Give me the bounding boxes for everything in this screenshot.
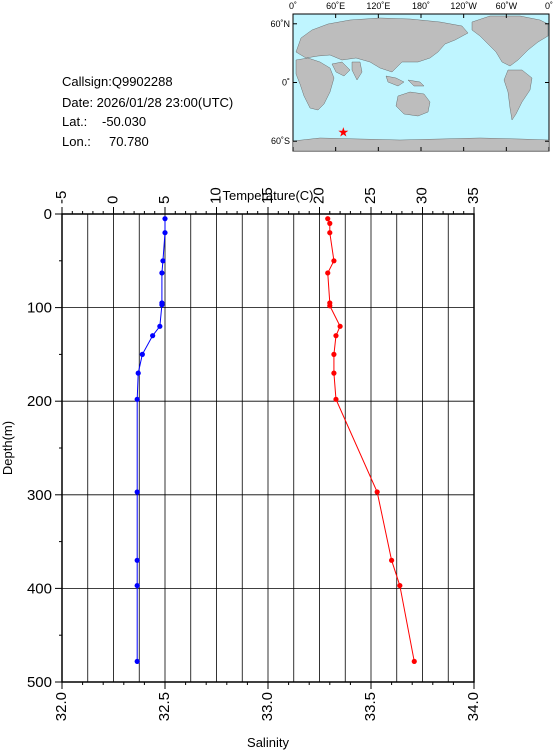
depth-tick-label: 500 [27,674,52,691]
temperature-tick-label: 25 [362,187,379,204]
salinity-tick-label: 33.0 [259,692,276,721]
lon-value: 70.780 [109,134,149,149]
data-point-temperature [139,351,145,357]
data-point-salinity [331,351,337,357]
data-point-temperature [160,258,166,264]
temperature-axis-title: Temperature(C) [222,188,313,203]
temperature-tick-label: 10 [207,187,224,204]
lat-value: -50.030 [102,114,146,129]
temperature-tick-labels: -5 0 5 10 15 20 25 30 35 [53,187,482,204]
series-line-salinity [327,218,415,662]
depth-tick-label: 200 [27,393,52,410]
plot-ticks [55,207,475,689]
data-point-temperature [135,370,141,376]
map-latitude-label: 60˚S [271,136,290,146]
data-point-temperature [134,396,140,402]
data-point-temperature [162,230,168,236]
data-point-temperature [134,582,140,589]
temperature-tick-label: 35 [465,187,482,204]
salinity-tick-label: 32.0 [53,692,70,721]
map-longitude-label: 60˚E [326,1,345,11]
data-point-temperature [134,489,140,495]
depth-tick-labels: 0 100 200 300 400 500 [27,206,52,691]
series-layer [134,216,417,665]
data-point-salinity [389,557,395,563]
data-point-salinity [325,270,331,276]
date-text: Date: 2026/01/28 23:00(UTC) [62,95,233,110]
temperature-tick-label: 5 [156,196,173,204]
data-point-temperature [162,216,168,222]
data-point-salinity [327,220,333,226]
salinity-tick-labels: 32.0 32.5 33.0 33.5 34.0 [53,692,482,721]
data-point-temperature [134,557,140,563]
map-tick-marks [292,14,550,151]
map-latitude-labels: 60˚N 0˚ 60˚S [270,19,290,146]
callsign-text: Callsign:Q9902288 [62,74,173,89]
data-point-salinity [327,230,333,236]
series-temperature [134,216,168,665]
temperature-tick-label: -5 [53,191,70,204]
series-salinity [325,216,417,665]
temperature-tick-label: 15 [259,187,276,204]
data-point-salinity [333,333,339,339]
data-point-temperature [134,658,140,665]
depth-axis-title: Depth(m) [0,421,15,475]
data-point-salinity [374,489,380,495]
map-latitude-label: 60˚N [270,19,290,29]
data-point-temperature [150,333,156,339]
data-point-salinity [331,370,337,376]
data-point-temperature [159,270,165,276]
map-longitude-label: 120˚E [366,1,390,11]
lat-label: Lat.: [62,114,87,129]
data-point-salinity [333,396,339,402]
salinity-tick-label: 34.0 [465,692,482,721]
salinity-tick-label: 32.5 [156,692,173,721]
map-latitude-label: 0˚ [282,78,290,88]
salinity-axis-title: Salinity [247,735,289,750]
lon-label: Lon.: [62,134,91,149]
map-longitude-label: 120˚W [450,1,477,11]
float-location-marker: ★ [338,125,350,140]
data-point-salinity [337,323,343,329]
map-longitude-label: 180˚ [412,1,430,11]
location-map: ★ 0˚ 60˚E 120˚E 180˚ 120˚W 60˚W 0˚ 60˚N 0˚ 60˚S [270,1,553,152]
data-point-salinity [411,658,417,665]
map-land [292,15,550,152]
data-point-temperature [157,323,163,329]
depth-tick-label: 400 [27,580,52,597]
plot-grid [62,214,474,682]
data-point-salinity [327,303,333,309]
depth-tick-label: 300 [27,487,52,504]
map-longitude-label: 0˚ [289,1,297,11]
map-longitude-labels: 0˚ 60˚E 120˚E 180˚ 120˚W 60˚W 0˚ [289,1,553,11]
depth-tick-label: 0 [44,206,52,223]
data-point-salinity [397,582,403,589]
temperature-tick-label: 0 [104,196,121,204]
data-point-salinity [331,258,337,264]
profile-plot: -5 0 5 10 15 20 25 30 35 32.0 32.5 33.0 33.5 34.0 01… [0,187,482,750]
data-point-salinity [325,216,331,222]
salinity-tick-label: 33.5 [362,692,379,721]
float-info: Callsign:Q9902288 Date: 2026/01/28 23:00… [62,74,233,149]
map-longitude-label: 0˚ [545,1,553,11]
depth-tick-label: 100 [27,300,52,317]
data-point-temperature [159,302,165,308]
temperature-tick-label: 30 [413,187,430,204]
temperature-tick-label: 20 [310,187,327,204]
map-longitude-label: 60˚W [496,1,518,11]
